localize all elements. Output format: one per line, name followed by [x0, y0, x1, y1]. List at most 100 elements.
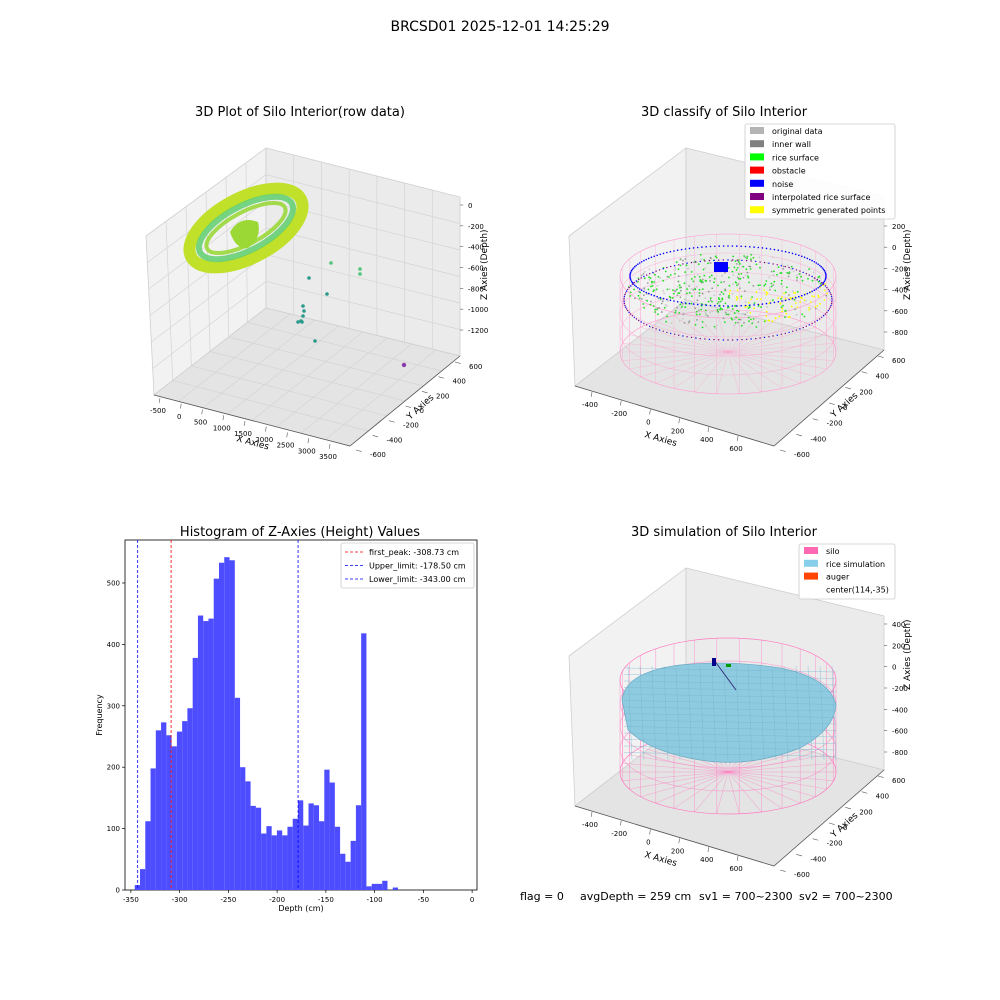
hist-bar — [197, 615, 204, 890]
cls-x-tick-label: 600 — [729, 445, 742, 453]
cls-point — [722, 317, 725, 320]
cls-noise-point — [705, 246, 707, 248]
cls-point — [790, 265, 793, 268]
cls-point — [666, 305, 668, 307]
hist-bar — [250, 805, 256, 890]
hist-x-tick-label: -100 — [367, 896, 383, 904]
cls-noise-cluster — [714, 262, 728, 272]
sim-x-tick-mark — [649, 829, 651, 835]
cls-point — [698, 313, 701, 316]
cls-noise-point — [635, 285, 637, 288]
cls-point — [734, 322, 737, 324]
cls-point — [793, 298, 796, 301]
cls-noise-point — [749, 246, 751, 248]
cls-z-tick-label: 0 — [892, 244, 896, 252]
cls-point — [725, 313, 728, 316]
silo-floor-spoke — [727, 771, 762, 813]
hist-bar — [161, 722, 167, 890]
sim-legend: silo rice simulation auger center(114,-35) — [798, 543, 896, 600]
cls-point — [704, 297, 707, 300]
raw-y-tick-mark — [405, 405, 412, 408]
footer-avg-depth: avgDepth = 259 cm — [580, 890, 691, 903]
cls-point — [661, 300, 664, 303]
cls-edge-point — [658, 269, 661, 271]
raw-outlier-point — [307, 276, 311, 280]
cls-noise-point — [822, 281, 825, 284]
hist-legend: first_peak: -308.73 cm Upper_limit: -178.… — [340, 542, 475, 589]
raw-x-tick-label: 2000 — [255, 436, 273, 444]
cls-point — [640, 274, 643, 277]
cls-point — [760, 306, 762, 308]
hist-legend-label: Upper_limit: -178.50 cm — [369, 562, 466, 571]
cls-point — [753, 307, 755, 310]
cls-noise-point — [727, 305, 729, 307]
sim-legend-swatch — [804, 547, 818, 554]
silo-floor-spoke — [727, 351, 783, 389]
sim-mesh-line — [623, 680, 837, 686]
cls-edge-point — [658, 329, 661, 331]
cls-noise-point — [662, 252, 665, 255]
cls-y-tick-label: 400 — [876, 373, 889, 381]
cls-point — [814, 306, 817, 308]
cls-point — [660, 311, 663, 313]
cls-point — [688, 285, 691, 287]
cls-noise-point — [824, 271, 826, 273]
cls-point — [646, 299, 649, 302]
cls-noise-point — [634, 265, 636, 268]
cls-noise-point — [798, 254, 800, 257]
sim-legend-label: rice simulation — [826, 560, 885, 569]
cls-point — [666, 315, 669, 318]
hist-bar — [166, 735, 172, 890]
cls-point — [683, 298, 686, 301]
cls-edge-point — [826, 311, 828, 314]
cls-point — [781, 285, 784, 288]
cls-point — [676, 288, 678, 291]
cls-noise-point — [809, 258, 811, 261]
sim-x-tick-mark — [736, 855, 739, 861]
cls-noise-point — [669, 299, 672, 302]
cls-point — [677, 275, 680, 277]
cls-point — [736, 267, 739, 269]
cls-edge-point — [686, 336, 688, 338]
cls-edge-point — [722, 339, 724, 341]
panel-simulation: 3D simulation of Silo Interior silo rice … — [568, 525, 913, 879]
cls-point — [811, 279, 814, 282]
cls-point — [760, 298, 762, 300]
cls-edge-point — [670, 265, 672, 268]
cls-point — [735, 269, 738, 271]
cls-noise-point — [781, 250, 783, 252]
raw-x-tick-label: 3500 — [319, 453, 337, 461]
hist-bar — [340, 853, 346, 890]
cls-edge-point — [633, 316, 635, 319]
cls-edge-point — [745, 259, 748, 262]
cls-noise-point — [718, 305, 720, 307]
cls-point — [662, 279, 665, 282]
cls-edge-point — [795, 329, 798, 331]
cls-edge-point — [795, 269, 798, 271]
silo-floor-spoke — [727, 762, 834, 773]
cls-point — [739, 258, 742, 261]
cls-points — [623, 245, 833, 341]
cls-point — [772, 284, 775, 287]
cls-point — [714, 255, 717, 258]
cls-point — [685, 264, 688, 267]
cls-point — [782, 265, 785, 268]
cls-point — [737, 321, 739, 324]
cls-edge-point — [821, 316, 823, 319]
sim-y-tick-label: 600 — [892, 777, 905, 785]
cls-legend-swatch — [750, 179, 764, 187]
cls-point — [772, 274, 775, 277]
cls-noise-point — [696, 303, 699, 306]
cls-edge-point — [682, 335, 684, 337]
raw-x-tick-mark — [158, 397, 161, 403]
cls-point — [702, 268, 705, 271]
cls-edge-point — [690, 336, 693, 339]
cls-point — [719, 300, 722, 303]
hist-bar — [187, 708, 193, 890]
cls-point — [701, 288, 704, 290]
cls-point — [728, 296, 731, 299]
raw-outlier-points — [296, 261, 407, 368]
cls-edge-point — [686, 262, 688, 264]
cls-point — [774, 317, 777, 320]
cls-x-tick-mark — [678, 418, 680, 424]
